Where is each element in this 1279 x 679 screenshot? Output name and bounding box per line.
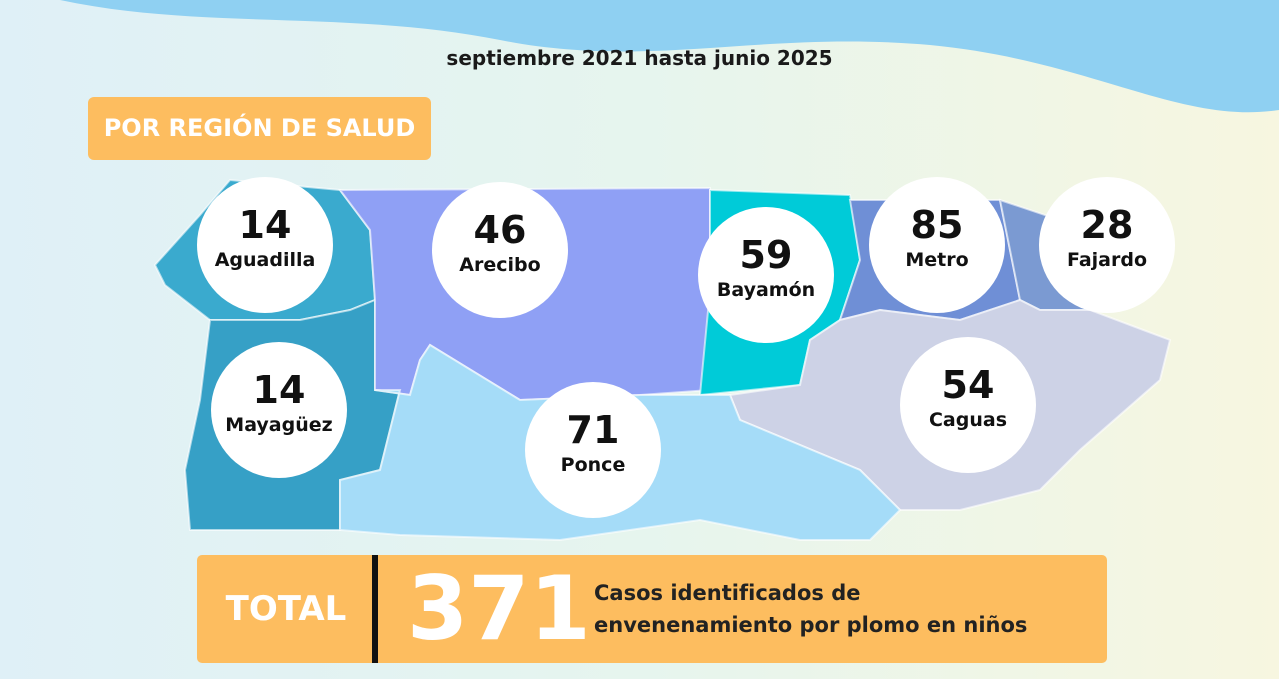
- region-bubble: 71 Ponce: [525, 382, 661, 518]
- subtitle: septiembre 2021 hasta junio 2025: [446, 46, 833, 70]
- total-label: TOTAL: [225, 589, 347, 629]
- region-bubble: 14 Aguadilla: [197, 177, 333, 313]
- region-name: Arecibo: [459, 254, 541, 276]
- total-description: Casos identificados de envenenamiento po…: [594, 581, 1028, 637]
- region-value: 46: [473, 208, 527, 252]
- wave: [0, 0, 1279, 113]
- region-name: Bayamón: [716, 279, 816, 301]
- total-value: 371: [407, 557, 591, 660]
- region-name: Caguas: [928, 409, 1008, 431]
- region-bubble: 28 Fajardo: [1039, 177, 1175, 313]
- region-bubble: 46 Arecibo: [432, 182, 568, 318]
- region-value: 71: [566, 408, 620, 452]
- region-name: Metro: [905, 249, 969, 271]
- region-bubble: 14 Mayagüez: [211, 342, 347, 478]
- region-name: Aguadilla: [214, 249, 316, 271]
- region-name: Mayagüez: [225, 414, 333, 436]
- region-name: Ponce: [560, 454, 626, 476]
- region-value: 85: [910, 203, 964, 247]
- divider: [372, 555, 378, 663]
- region-name: Fajardo: [1066, 249, 1148, 271]
- total-box: TOTAL 371 Casos identificados de envenen…: [197, 555, 1107, 663]
- region-bubble: 59 Bayamón: [698, 207, 834, 343]
- region-bubble: 85 Metro: [869, 177, 1005, 313]
- region-bubble: 54 Caguas: [900, 337, 1036, 473]
- region-value: 59: [739, 233, 793, 277]
- region-value: 28: [1080, 203, 1134, 247]
- section-label: POR REGIÓN DE SALUD: [88, 97, 431, 160]
- region-value: 14: [238, 203, 292, 247]
- region-value: 14: [252, 368, 306, 412]
- region-value: 54: [941, 363, 995, 407]
